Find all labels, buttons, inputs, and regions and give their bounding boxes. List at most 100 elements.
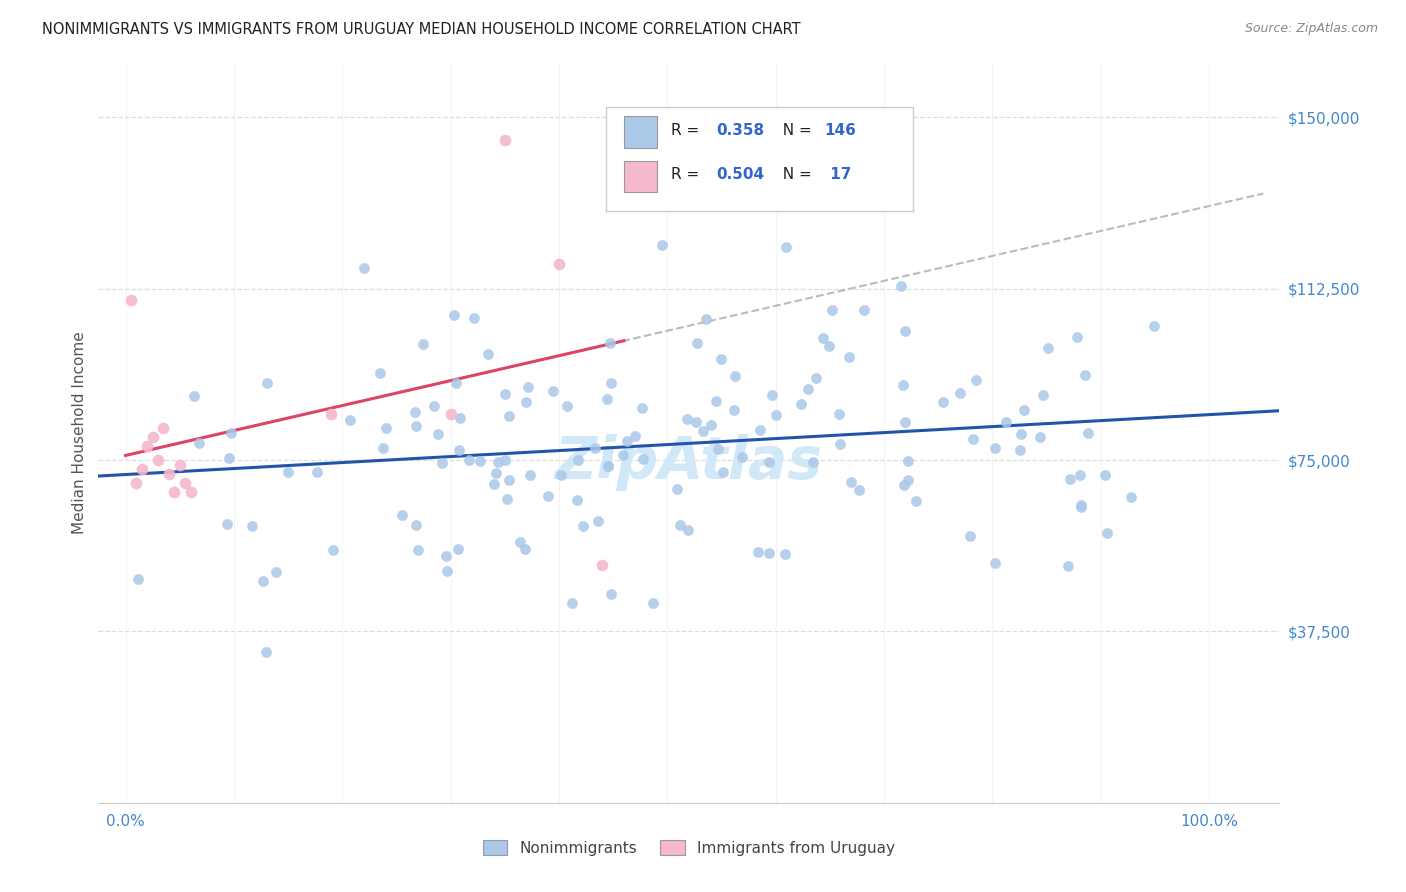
Point (436, 564, 458, 578)
Point (994, 415, 1017, 429)
Bar (624, 117, 657, 147)
Point (555, 400, 578, 414)
Point (591, 558, 613, 573)
Point (494, 133, 516, 147)
Point (498, 474, 520, 488)
Point (904, 494, 927, 508)
Point (724, 368, 747, 383)
Point (391, 508, 413, 523)
Point (893, 415, 915, 429)
Point (1121, 490, 1143, 504)
Text: 0.504: 0.504 (716, 168, 765, 183)
Point (339, 413, 361, 427)
Point (700, 417, 723, 432)
Point (711, 465, 734, 479)
Point (449, 443, 471, 458)
Point (710, 352, 733, 367)
Point (443, 308, 465, 322)
Point (321, 408, 343, 422)
Text: ZipAtlas: ZipAtlas (555, 434, 823, 491)
Point (496, 492, 519, 507)
Point (1070, 498, 1092, 512)
Text: R =: R = (671, 168, 704, 183)
Point (747, 544, 769, 558)
Point (136, 439, 159, 453)
Point (893, 477, 915, 491)
Point (624, 428, 647, 442)
Point (731, 450, 754, 464)
Point (125, 475, 148, 490)
Text: 17: 17 (825, 168, 851, 183)
Point (266, 565, 288, 579)
Point (1010, 427, 1032, 442)
Text: N =: N = (773, 123, 817, 138)
Point (773, 547, 796, 561)
Point (804, 370, 827, 384)
Point (423, 399, 446, 413)
Point (758, 546, 780, 560)
Point (965, 373, 987, 387)
Point (217, 516, 239, 531)
Point (790, 397, 813, 411)
Point (665, 482, 688, 496)
Point (513, 541, 536, 556)
Point (305, 465, 328, 479)
Point (494, 453, 516, 467)
Point (685, 416, 707, 430)
Point (368, 367, 391, 381)
Point (509, 534, 531, 549)
Text: R =: R = (671, 123, 704, 138)
Point (897, 454, 920, 468)
Point (183, 389, 205, 403)
Point (675, 412, 697, 426)
Point (541, 384, 564, 398)
Point (1066, 329, 1088, 343)
Point (818, 338, 841, 352)
Point (643, 596, 665, 610)
Point (484, 477, 506, 491)
Point (583, 441, 606, 455)
Point (494, 386, 516, 401)
Point (599, 336, 621, 351)
Point (519, 468, 541, 483)
Point (163, 485, 186, 500)
Point (498, 409, 520, 423)
Point (242, 518, 264, 533)
Point (669, 518, 692, 533)
Point (962, 433, 984, 447)
Point (252, 574, 274, 589)
Point (801, 455, 824, 469)
Point (142, 430, 165, 444)
Point (631, 401, 654, 415)
Point (596, 392, 619, 406)
Point (152, 421, 174, 435)
Bar (624, 161, 657, 192)
Point (838, 350, 860, 364)
Point (848, 483, 870, 498)
Point (797, 382, 820, 396)
Point (277, 465, 299, 479)
Point (404, 405, 426, 419)
Point (174, 475, 197, 490)
Point (761, 387, 783, 401)
Point (651, 238, 673, 252)
Point (839, 475, 862, 490)
Point (561, 596, 583, 610)
Point (169, 458, 191, 472)
Point (450, 410, 472, 425)
Point (820, 302, 842, 317)
Point (572, 519, 595, 533)
Text: 146: 146 (825, 123, 856, 138)
Point (439, 408, 461, 422)
Point (695, 312, 717, 326)
Point (723, 402, 745, 417)
Text: 0.358: 0.358 (716, 123, 765, 138)
Point (891, 377, 914, 392)
Point (596, 459, 619, 474)
Point (984, 441, 1007, 455)
Point (371, 442, 394, 456)
Text: Source: ZipAtlas.com: Source: ZipAtlas.com (1244, 22, 1378, 36)
Point (959, 529, 981, 543)
Point (1012, 403, 1035, 417)
Point (457, 453, 479, 467)
